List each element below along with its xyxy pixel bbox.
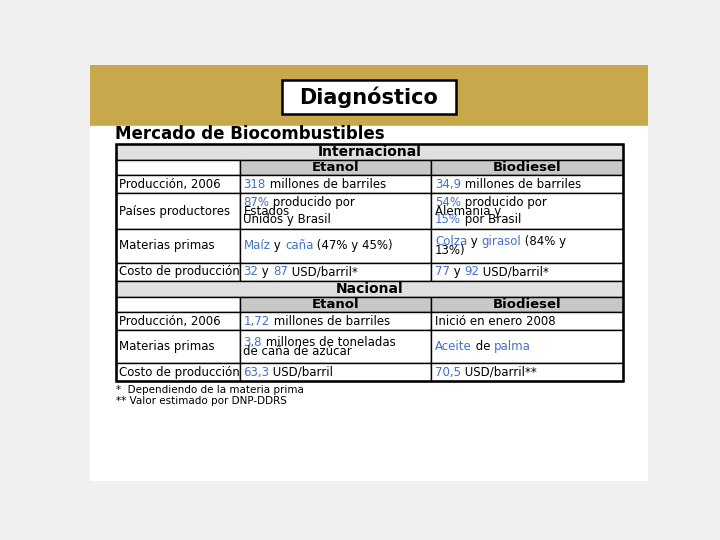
Text: millones de barriles: millones de barriles [461, 178, 581, 191]
Text: *  Dependiendo de la materia prima: * Dependiendo de la materia prima [116, 385, 303, 395]
Bar [431, 363, 624, 381]
Bar [240, 262, 431, 281]
Text: Colza: Colza [435, 235, 467, 248]
Text: producido por: producido por [269, 195, 356, 209]
Text: 32: 32 [243, 266, 258, 279]
Text: Biodiesel: Biodiesel [492, 161, 562, 174]
Bar [240, 175, 431, 193]
Bar [116, 330, 240, 363]
Bar [431, 159, 624, 175]
Text: millones de barriles: millones de barriles [270, 315, 390, 328]
Text: 15%: 15% [435, 213, 461, 226]
Text: 318: 318 [243, 178, 266, 191]
Bar [431, 262, 624, 281]
Text: 54%: 54% [435, 195, 461, 209]
Bar [240, 363, 431, 381]
Text: de: de [472, 340, 494, 353]
Bar [431, 229, 624, 262]
Bar [90, 126, 648, 481]
Text: 87: 87 [273, 266, 288, 279]
Bar [240, 193, 431, 229]
Text: 87%: 87% [243, 195, 269, 209]
Text: caña: caña [285, 239, 313, 252]
Text: Estados: Estados [243, 205, 289, 218]
Text: girasol: girasol [482, 235, 521, 248]
Bar [116, 296, 240, 312]
Text: USD/barril*: USD/barril* [288, 266, 358, 279]
Text: 63,3: 63,3 [243, 366, 269, 379]
Text: millones de barriles: millones de barriles [266, 178, 386, 191]
Text: Aceite: Aceite [435, 340, 472, 353]
Text: millones de toneladas: millones de toneladas [262, 336, 396, 349]
Text: Inició en enero 2008: Inició en enero 2008 [435, 315, 556, 328]
Text: Diagnóstico: Diagnóstico [300, 86, 438, 108]
Text: (47% y 45%): (47% y 45%) [313, 239, 393, 252]
Text: 70,5: 70,5 [435, 366, 461, 379]
Text: (84% y: (84% y [521, 235, 567, 248]
Text: USD/barril**: USD/barril** [461, 366, 536, 379]
Text: Biodiesel: Biodiesel [492, 298, 562, 310]
Text: y: y [258, 266, 273, 279]
Text: Producción, 2006: Producción, 2006 [120, 178, 221, 191]
FancyBboxPatch shape [282, 80, 456, 114]
Bar [240, 229, 431, 262]
Text: Producción, 2006: Producción, 2006 [120, 315, 221, 328]
Text: Costo de producción: Costo de producción [120, 366, 240, 379]
Text: Etanol: Etanol [312, 298, 359, 310]
Bar [116, 229, 240, 262]
Text: y: y [467, 235, 482, 248]
Text: USD/barril: USD/barril [269, 366, 333, 379]
Text: Maíz: Maíz [243, 239, 271, 252]
Bar [116, 144, 624, 159]
Bar [240, 296, 431, 312]
Bar [90, 65, 648, 126]
Text: Países productores: Países productores [120, 205, 230, 218]
Text: Materias primas: Materias primas [120, 239, 215, 252]
Text: 3,8: 3,8 [243, 336, 262, 349]
Bar [116, 159, 240, 175]
Text: Nacional: Nacional [336, 282, 403, 296]
Text: palma: palma [494, 340, 531, 353]
Bar [116, 312, 240, 330]
Text: USD/barril*: USD/barril* [480, 266, 549, 279]
Text: Etanol: Etanol [312, 161, 359, 174]
Text: Mercado de Biocombustibles: Mercado de Biocombustibles [114, 125, 384, 143]
Bar [431, 312, 624, 330]
Bar [240, 312, 431, 330]
Bar [116, 281, 624, 296]
Text: por Brasil: por Brasil [461, 213, 521, 226]
Text: Materias primas: Materias primas [120, 340, 215, 353]
Text: 13%): 13%) [435, 244, 466, 256]
Text: producido por: producido por [461, 195, 546, 209]
Text: y: y [271, 239, 285, 252]
Text: Internacional: Internacional [318, 145, 421, 159]
Text: Costo de producción: Costo de producción [120, 266, 240, 279]
Bar [431, 193, 624, 229]
Text: Unidos y Brasil: Unidos y Brasil [243, 213, 331, 226]
Text: y: y [450, 266, 464, 279]
Bar [116, 363, 240, 381]
Bar [431, 296, 624, 312]
Bar [431, 175, 624, 193]
Text: de caña de azúcar: de caña de azúcar [243, 345, 352, 357]
Bar [116, 175, 240, 193]
Bar [431, 330, 624, 363]
Text: 34,9: 34,9 [435, 178, 461, 191]
Text: Alemania y: Alemania y [435, 205, 501, 218]
Text: 92: 92 [464, 266, 480, 279]
Bar [240, 159, 431, 175]
Bar [116, 144, 624, 381]
Text: 1,72: 1,72 [243, 315, 270, 328]
Text: ** Valor estimado por DNP-DDRS: ** Valor estimado por DNP-DDRS [116, 396, 287, 406]
Bar [116, 262, 240, 281]
Bar [116, 193, 240, 229]
Bar [240, 330, 431, 363]
Text: 77: 77 [435, 266, 450, 279]
